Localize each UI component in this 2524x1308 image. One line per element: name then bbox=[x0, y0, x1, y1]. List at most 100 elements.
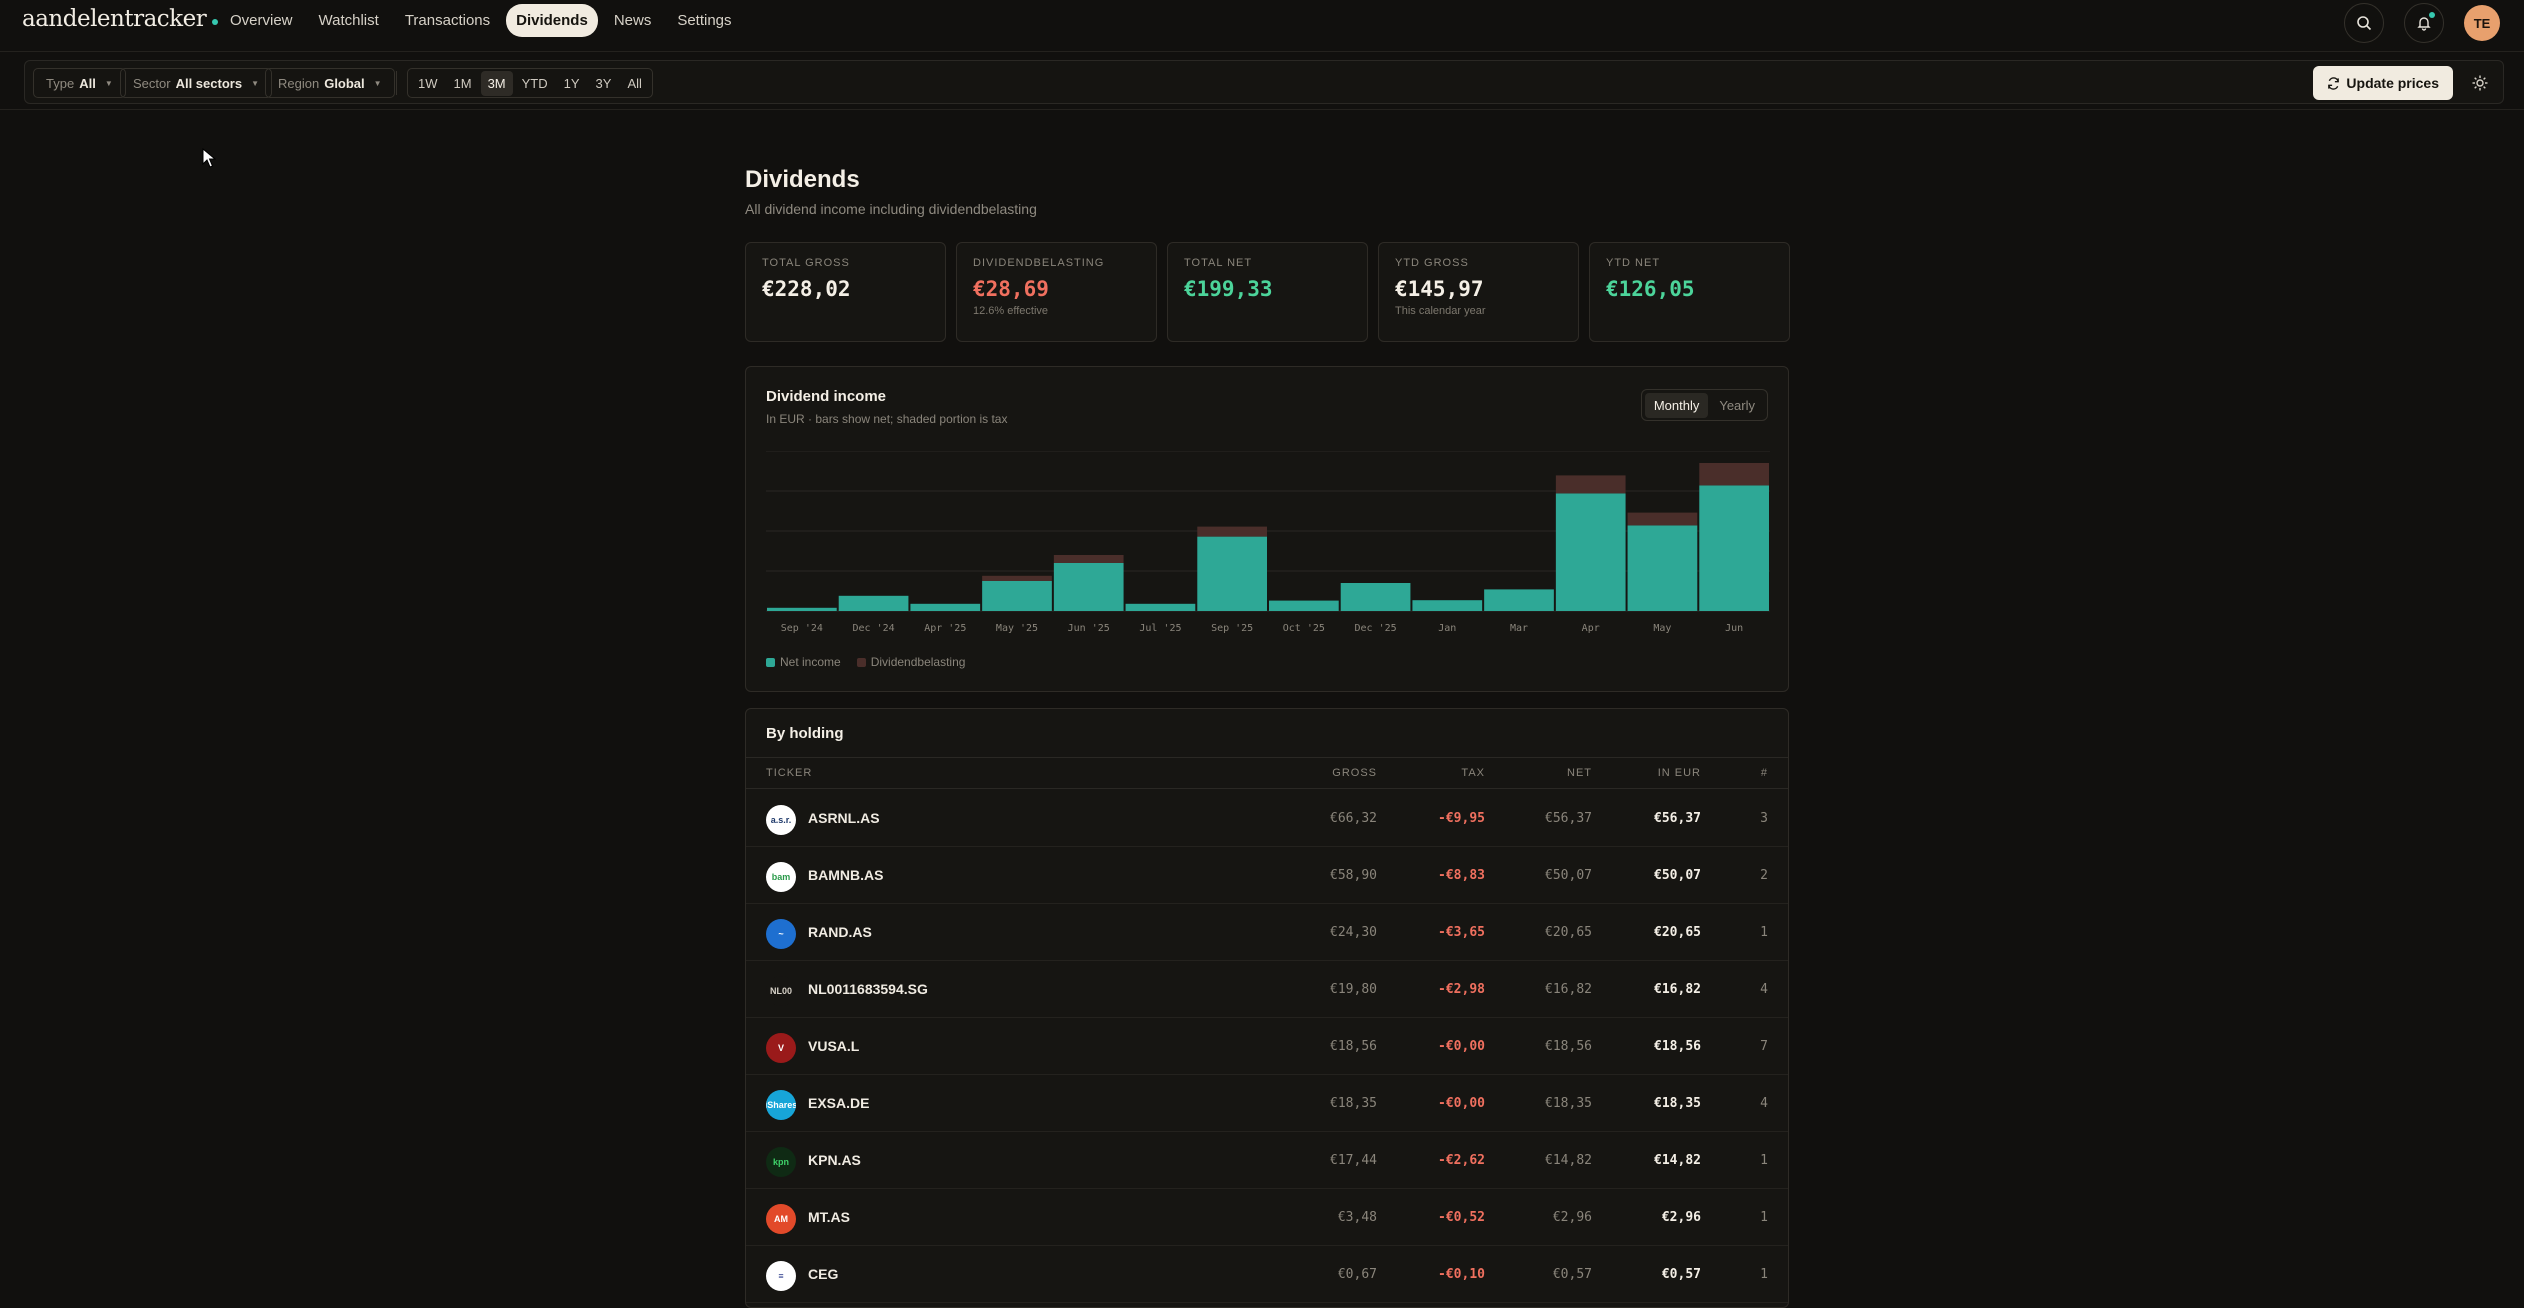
bar-net[interactable] bbox=[1555, 493, 1626, 611]
table-row[interactable]: ≡ CEG €0,67 -€0,10 €0,57 €0,57 1 bbox=[746, 1246, 1788, 1303]
net-value: €0,57 bbox=[1552, 1267, 1592, 1282]
net-value: €50,07 bbox=[1545, 868, 1592, 883]
company-logo-icon: bam bbox=[766, 862, 796, 892]
company-logo-icon: a.s.r. bbox=[766, 805, 796, 835]
toggle-yearly[interactable]: Yearly bbox=[1719, 397, 1755, 413]
company-logo-icon: AM bbox=[766, 1204, 796, 1234]
table-row[interactable]: bam BAMNB.AS €58,90 -€8,83 €50,07 €50,07 2 bbox=[746, 847, 1788, 904]
bar-tax[interactable] bbox=[1627, 512, 1698, 526]
region-filter[interactable]: Region Global ▼ bbox=[265, 68, 395, 98]
page-subtitle: All dividend income including dividendbe… bbox=[745, 201, 1037, 217]
chevron-down-icon: ▼ bbox=[251, 78, 259, 88]
col-tax[interactable]: TAX bbox=[1461, 767, 1485, 779]
table-row[interactable]: ~ RAND.AS €24,30 -€3,65 €20,65 €20,65 1 bbox=[746, 904, 1788, 961]
stat-label: DIVIDENDBELASTING bbox=[973, 257, 1105, 269]
col-net[interactable]: NET bbox=[1567, 767, 1592, 779]
table-row[interactable]: V VUSA.L €18,56 -€0,00 €18,56 €18,56 7 bbox=[746, 1018, 1788, 1075]
x-tick-label: Jun bbox=[1725, 623, 1743, 634]
bar-tax[interactable] bbox=[1053, 555, 1124, 563]
bar-net[interactable] bbox=[767, 607, 837, 611]
nav-transactions[interactable]: Transactions bbox=[404, 12, 491, 29]
region-filter-label: Region bbox=[278, 75, 320, 91]
app-logo[interactable]: aandelentracker bbox=[22, 6, 219, 32]
bar-net[interactable] bbox=[982, 581, 1052, 611]
stat-label: TOTAL GROSS bbox=[762, 257, 850, 269]
range-all[interactable]: All bbox=[627, 75, 642, 91]
bar-net[interactable] bbox=[1412, 600, 1483, 611]
theme-toggle[interactable] bbox=[2467, 70, 2493, 96]
mouse-cursor-icon bbox=[202, 148, 216, 168]
nav-dividends[interactable]: Dividends bbox=[506, 4, 598, 37]
bar-net[interactable] bbox=[1340, 583, 1411, 611]
table-row[interactable]: a.s.r. ASRNL.AS €66,32 -€9,95 €56,37 €56,37 3 bbox=[746, 790, 1788, 847]
x-tick-label: Oct '25 bbox=[1283, 623, 1325, 634]
chevron-down-icon: ▼ bbox=[373, 78, 382, 88]
tax-value: -€2,98 bbox=[1438, 982, 1485, 997]
col-count[interactable]: # bbox=[1760, 767, 1768, 779]
table-row[interactable]: NL00 NL0011683594.SG €19,80 -€2,98 €16,82 €16… bbox=[746, 961, 1788, 1018]
bar-net[interactable] bbox=[1699, 485, 1769, 611]
bar-tax[interactable] bbox=[982, 575, 1052, 581]
nav-news[interactable]: News bbox=[613, 12, 652, 29]
bar-net[interactable] bbox=[838, 595, 909, 611]
bar-tax[interactable] bbox=[1197, 526, 1267, 537]
payment-count: 1 bbox=[1760, 1267, 1768, 1282]
bar-net[interactable] bbox=[1197, 536, 1267, 611]
notifications-button[interactable] bbox=[2404, 3, 2444, 43]
range-3y[interactable]: 3Y bbox=[595, 75, 612, 91]
nav-settings[interactable]: Settings bbox=[677, 12, 732, 29]
x-tick-label: Sep '24 bbox=[781, 623, 823, 634]
bar-net[interactable] bbox=[1484, 589, 1554, 611]
eur-value: €0,57 bbox=[1661, 1267, 1701, 1282]
range-ytd[interactable]: YTD bbox=[521, 75, 548, 91]
payment-count: 7 bbox=[1760, 1039, 1768, 1054]
time-range-selector: 1W 1M 3M YTD 1Y 3Y All bbox=[407, 68, 653, 98]
range-1y[interactable]: 1Y bbox=[563, 75, 580, 91]
legend-net-label: Net income bbox=[780, 655, 841, 669]
search-button[interactable] bbox=[2344, 3, 2384, 43]
col-ticker[interactable]: TICKER bbox=[766, 767, 813, 779]
x-tick-label: May '25 bbox=[996, 623, 1038, 634]
table-row[interactable]: kpn KPN.AS €17,44 -€2,62 €14,82 €14,82 1 bbox=[746, 1132, 1788, 1189]
stat-total-net: TOTAL NET €199,33 bbox=[1167, 242, 1368, 342]
x-tick-label: Jan bbox=[1438, 623, 1456, 634]
tax-value: -€0,52 bbox=[1438, 1210, 1485, 1225]
table-row[interactable]: iShares EXSA.DE €18,35 -€0,00 €18,35 €18,35 4 bbox=[746, 1075, 1788, 1132]
company-logo-icon: ≡ bbox=[766, 1261, 796, 1291]
range-1w[interactable]: 1W bbox=[418, 75, 438, 91]
legend-net: Net income bbox=[766, 655, 841, 669]
company-logo-icon: V bbox=[766, 1033, 796, 1063]
tax-value: -€8,83 bbox=[1438, 868, 1485, 883]
ticker: VUSA.L bbox=[808, 1038, 860, 1054]
tax-value: -€2,62 bbox=[1438, 1153, 1485, 1168]
bar-net[interactable] bbox=[1269, 600, 1339, 611]
bar-net[interactable] bbox=[1627, 525, 1698, 611]
bar-tax[interactable] bbox=[1699, 463, 1769, 486]
update-prices-button[interactable]: Update prices bbox=[2313, 66, 2453, 100]
gross-value: €24,30 bbox=[1330, 925, 1377, 940]
toggle-monthly[interactable]: Monthly bbox=[1644, 392, 1709, 418]
bell-icon bbox=[2417, 17, 2431, 31]
sector-filter[interactable]: Sector All sectors ▼ bbox=[120, 68, 272, 98]
payment-count: 3 bbox=[1760, 811, 1768, 826]
range-1m[interactable]: 1M bbox=[453, 75, 472, 91]
table-row[interactable]: AM MT.AS €3,48 -€0,52 €2,96 €2,96 1 bbox=[746, 1189, 1788, 1246]
stat-ytd-gross: YTD GROSS €145,97 This calendar year bbox=[1378, 242, 1579, 342]
filter-container: Type All ▼ Sector All sectors ▼ Region Global… bbox=[24, 60, 2504, 104]
nav-overview[interactable]: Overview bbox=[230, 12, 293, 29]
gross-value: €17,44 bbox=[1330, 1153, 1377, 1168]
user-avatar[interactable]: TE bbox=[2464, 5, 2500, 41]
col-gross[interactable]: GROSS bbox=[1332, 767, 1377, 779]
stat-value: €228,02 bbox=[762, 277, 851, 301]
nav-watchlist[interactable]: Watchlist bbox=[318, 12, 379, 29]
col-in-eur[interactable]: IN EUR bbox=[1657, 767, 1701, 779]
bar-net[interactable] bbox=[1125, 603, 1196, 611]
filter-divider bbox=[396, 71, 397, 95]
bar-tax[interactable] bbox=[1555, 475, 1626, 494]
notification-dot bbox=[2429, 12, 2435, 18]
type-filter[interactable]: Type All ▼ bbox=[33, 68, 126, 98]
bar-net[interactable] bbox=[1053, 563, 1124, 611]
range-3m[interactable]: 3M bbox=[480, 70, 513, 96]
bar-net[interactable] bbox=[910, 603, 981, 611]
chart-legend: Net income Dividendbelasting bbox=[766, 655, 965, 669]
